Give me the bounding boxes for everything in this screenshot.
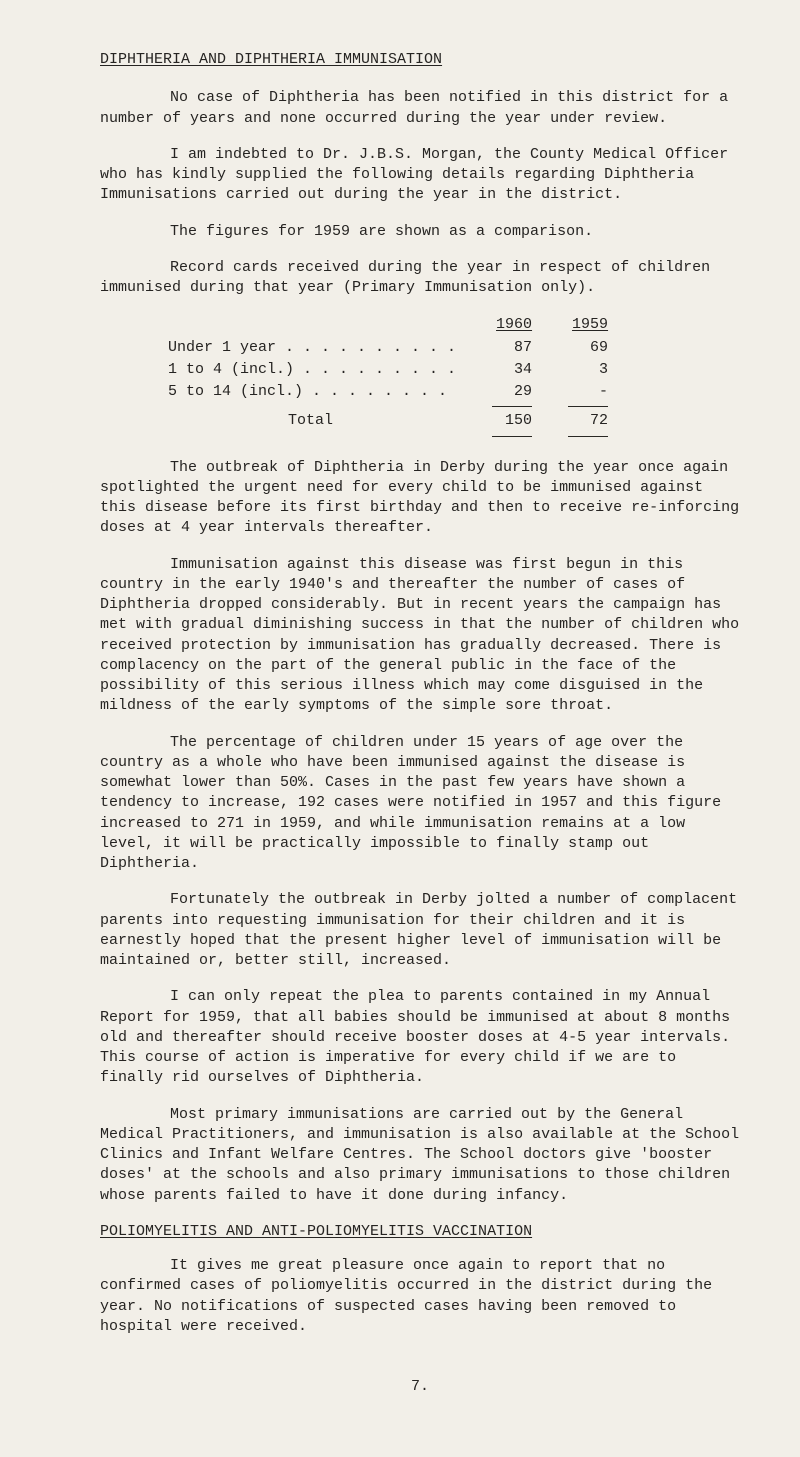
rule-line xyxy=(492,406,532,407)
rule-line xyxy=(492,436,532,437)
total-label: Total xyxy=(160,410,464,432)
row-value: 34 xyxy=(464,359,540,381)
total-value: 150 xyxy=(464,410,540,432)
section-heading-polio: POLIOMYELITIS AND ANTI-POLIOMYELITIS VAC… xyxy=(100,1222,740,1242)
rule-line xyxy=(568,406,608,407)
paragraph-10: Most primary immunisations are carried o… xyxy=(100,1105,740,1206)
table-row: 1 to 4 (incl.) . . . . . . . . . 34 3 xyxy=(160,359,616,381)
col-1959: 1959 xyxy=(572,316,608,333)
rule-line xyxy=(568,436,608,437)
page-number: 7. xyxy=(100,1377,740,1397)
table-total-row: Total 150 72 xyxy=(160,410,616,432)
row-value: 87 xyxy=(464,337,540,359)
table-header-row: 1960 1959 xyxy=(160,314,616,336)
table-row: Under 1 year . . . . . . . . . . 87 69 xyxy=(160,337,616,359)
paragraph-8: Fortunately the outbreak in Derby jolted… xyxy=(100,890,740,971)
row-label: 1 to 4 (incl.) . . . . . . . . . xyxy=(160,359,464,381)
row-label: Under 1 year . . . . . . . . . . xyxy=(160,337,464,359)
document-page: DIPHTHERIA AND DIPHTHERIA IMMUNISATION N… xyxy=(0,0,800,1457)
row-value: 29 xyxy=(464,381,540,403)
paragraph-6: Immunisation against this disease was fi… xyxy=(100,555,740,717)
paragraph-1: No case of Diphtheria has been notified … xyxy=(100,88,740,129)
paragraph-2: I am indebted to Dr. J.B.S. Morgan, the … xyxy=(100,145,740,206)
row-label: 5 to 14 (incl.) . . . . . . . . xyxy=(160,381,464,403)
stats-table-wrapper: 1960 1959 Under 1 year . . . . . . . . .… xyxy=(100,314,740,439)
table-rule-row xyxy=(160,403,616,410)
paragraph-7: The percentage of children under 15 year… xyxy=(100,733,740,875)
table-row: 5 to 14 (incl.) . . . . . . . . 29 - xyxy=(160,381,616,403)
table-rule-row xyxy=(160,433,616,440)
paragraph-4: Record cards received during the year in… xyxy=(100,258,740,299)
row-value: 3 xyxy=(540,359,616,381)
paragraph-3: The figures for 1959 are shown as a comp… xyxy=(100,222,740,242)
total-value: 72 xyxy=(540,410,616,432)
table-header-blank xyxy=(160,314,464,336)
page-title: DIPHTHERIA AND DIPHTHERIA IMMUNISATION xyxy=(100,50,740,70)
paragraph-9: I can only repeat the plea to parents co… xyxy=(100,987,740,1088)
row-value: - xyxy=(540,381,616,403)
paragraph-5: The outbreak of Diphtheria in Derby duri… xyxy=(100,458,740,539)
stats-table: 1960 1959 Under 1 year . . . . . . . . .… xyxy=(160,314,616,439)
col-1960: 1960 xyxy=(496,316,532,333)
row-value: 69 xyxy=(540,337,616,359)
paragraph-11: It gives me great pleasure once again to… xyxy=(100,1256,740,1337)
